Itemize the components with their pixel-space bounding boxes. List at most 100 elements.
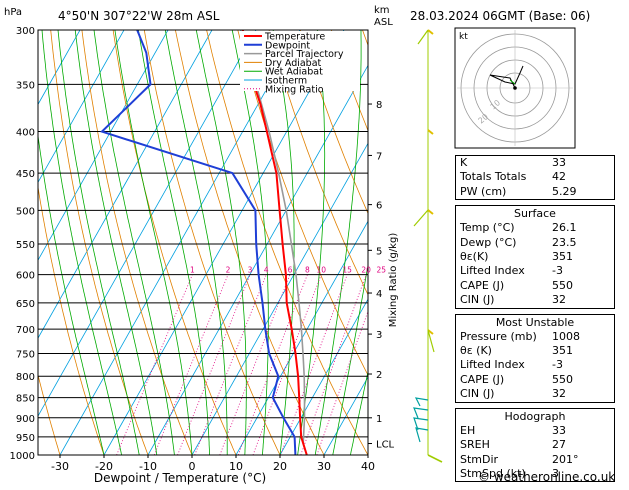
km-tick-label: 6	[376, 201, 382, 212]
pressure-tick-label: 450	[16, 169, 35, 180]
pressure-tick-label: 400	[16, 128, 35, 139]
surface-row-label: θε(K)	[460, 250, 489, 264]
wind-profile	[413, 29, 443, 463]
wind-barb	[413, 209, 429, 227]
pressure-tick-label: 950	[16, 433, 35, 444]
dry-adiabat-line	[299, 30, 368, 215]
legend-entry: Wet Adiabat	[265, 67, 323, 78]
surface-row: CAPE (J) 550	[456, 279, 614, 293]
indices-panel: K 33 Totals Totals 42 PW (cm) 5.29 Surface …	[455, 155, 615, 483]
isotherm-line	[38, 30, 257, 417]
temp-tick-label: 20	[273, 460, 287, 473]
legend-bg	[240, 31, 360, 91]
most_unstable-row-value: 550	[552, 372, 573, 386]
wet-adiabat-line	[350, 369, 368, 455]
axes: 3003504004505005506006507007508008509009…	[10, 26, 395, 473]
surface-row: Temp (°C) 26.1	[456, 221, 614, 235]
pressure-tick-label: 500	[16, 206, 35, 217]
wet-adiabat-line	[138, 30, 210, 455]
surface-row: θε(K) 351	[456, 250, 614, 264]
series-parcel-trajectory	[239, 30, 308, 455]
wet-adiabat-line	[195, 30, 247, 455]
surface-row-label: Lifted Index	[460, 264, 525, 278]
surface-row-value: 550	[552, 278, 573, 292]
surface-row-value: 26.1	[552, 221, 577, 235]
wind-barb-low	[413, 417, 429, 431]
hodograph_table-row-label: SREH	[460, 438, 490, 452]
mixing-ratio-label: 3	[248, 266, 253, 275]
asl-label: ASL	[374, 17, 393, 28]
surface-row-label: CAPE (J)	[460, 278, 505, 292]
km-tick-label: 5	[376, 246, 382, 257]
mixing-ratio-label: 2	[226, 266, 231, 275]
wind-barb	[427, 329, 434, 335]
wind-barb	[427, 129, 434, 135]
temp-tick-label: -10	[139, 460, 157, 473]
wind-barb	[427, 209, 434, 215]
hodograph_table-row-label: StmSpd (kt)	[460, 466, 526, 480]
temp-tick-label: 30	[317, 460, 331, 473]
km-tick-label: 3	[376, 330, 382, 341]
mixing-ratio-line	[177, 274, 251, 455]
legend-entry: Isotherm	[265, 76, 307, 87]
mixing-ratio-line	[194, 274, 267, 455]
mixing-ratio-label: 4	[264, 266, 269, 275]
temp-tick-label: 0	[189, 460, 196, 473]
mixing-ratio-label: 8	[305, 266, 310, 275]
dry-adiabat-line	[268, 30, 368, 296]
surface-row: CIN (J) 32	[456, 293, 614, 307]
km-tick-label: 1	[376, 414, 382, 425]
index-row-k: K 33	[460, 156, 566, 169]
mixing-ratio-label: 1	[190, 266, 195, 275]
hodograph_table-row-label: EH	[460, 423, 476, 437]
wet-adiabat-line	[57, 30, 140, 455]
x-axis-label: Dewpoint / Temperature (°C)	[94, 471, 266, 485]
wet-adiabat-line	[74, 30, 158, 455]
wind-barb-low	[413, 407, 429, 419]
pressure-tick-label: 650	[16, 299, 35, 310]
datetime-title: 28.03.2024 06GMT (Base: 06)	[410, 9, 590, 23]
hodograph_table-row-value: 201°	[552, 452, 579, 466]
km-tick-label: 4	[376, 289, 382, 300]
hodograph-trace	[489, 65, 524, 89]
surface-row-label: Dewp (°C)	[460, 235, 517, 249]
plot-area	[38, 30, 368, 455]
most_unstable-row: CIN (J) 32	[456, 387, 614, 401]
isotherm-line	[191, 142, 368, 455]
most_unstable-row-value: -3	[552, 358, 563, 372]
mixing-ratio-label: 20	[361, 266, 371, 275]
most_unstable-row-value: 32	[552, 387, 566, 401]
surface-row-value: 23.5	[552, 235, 577, 249]
most-unstable-box: Most Unstable Pressure (mb) 1008 θε (K) 351…	[455, 313, 615, 403]
wind-barb-low	[415, 427, 429, 443]
mixing-ratio-line	[316, 310, 368, 455]
hodograph-storm-motion	[513, 86, 517, 90]
temp-tick-label: -30	[51, 460, 69, 473]
index-row-pw: PW (cm) 5.29	[460, 184, 577, 198]
surface-title: Surface	[514, 207, 556, 221]
most_unstable-row-label: CIN (J)	[460, 387, 495, 401]
surface-row-value: 32	[552, 293, 566, 307]
km-tick-label: LCL	[376, 440, 395, 451]
hodograph-table-title: Hodograph	[504, 409, 566, 423]
dry-adiabat-line	[81, 30, 193, 455]
legend-entry: Dry Adiabat	[265, 58, 322, 69]
isotherm-line	[38, 30, 81, 106]
dry-adiabat-line	[38, 373, 61, 455]
hodograph_table-row-value: 3	[552, 466, 559, 480]
wet-adiabat-line	[41, 30, 122, 455]
most_unstable-row: θε (K) 351	[456, 344, 614, 358]
mixing-ratio-line	[153, 274, 229, 455]
series-dewpoint	[100, 30, 297, 455]
surface-row-label: CIN (J)	[460, 293, 495, 307]
legend-entry: Temperature	[264, 32, 325, 43]
pressure-tick-label: 300	[16, 26, 35, 37]
surface-row-label: Temp (°C)	[460, 221, 515, 235]
wind-barb	[427, 29, 434, 35]
mixing-ratio-axis-label: Mixing Ratio (g/kg)	[388, 233, 399, 328]
surface-box: Surface Temp (°C) 26.1 Dewp (°C) 23.5 θε(K) 3…	[455, 205, 615, 309]
wind-barb	[417, 29, 429, 45]
hodograph_table-row-label: StmDir	[460, 452, 499, 466]
km-tick-label: 8	[376, 100, 382, 111]
